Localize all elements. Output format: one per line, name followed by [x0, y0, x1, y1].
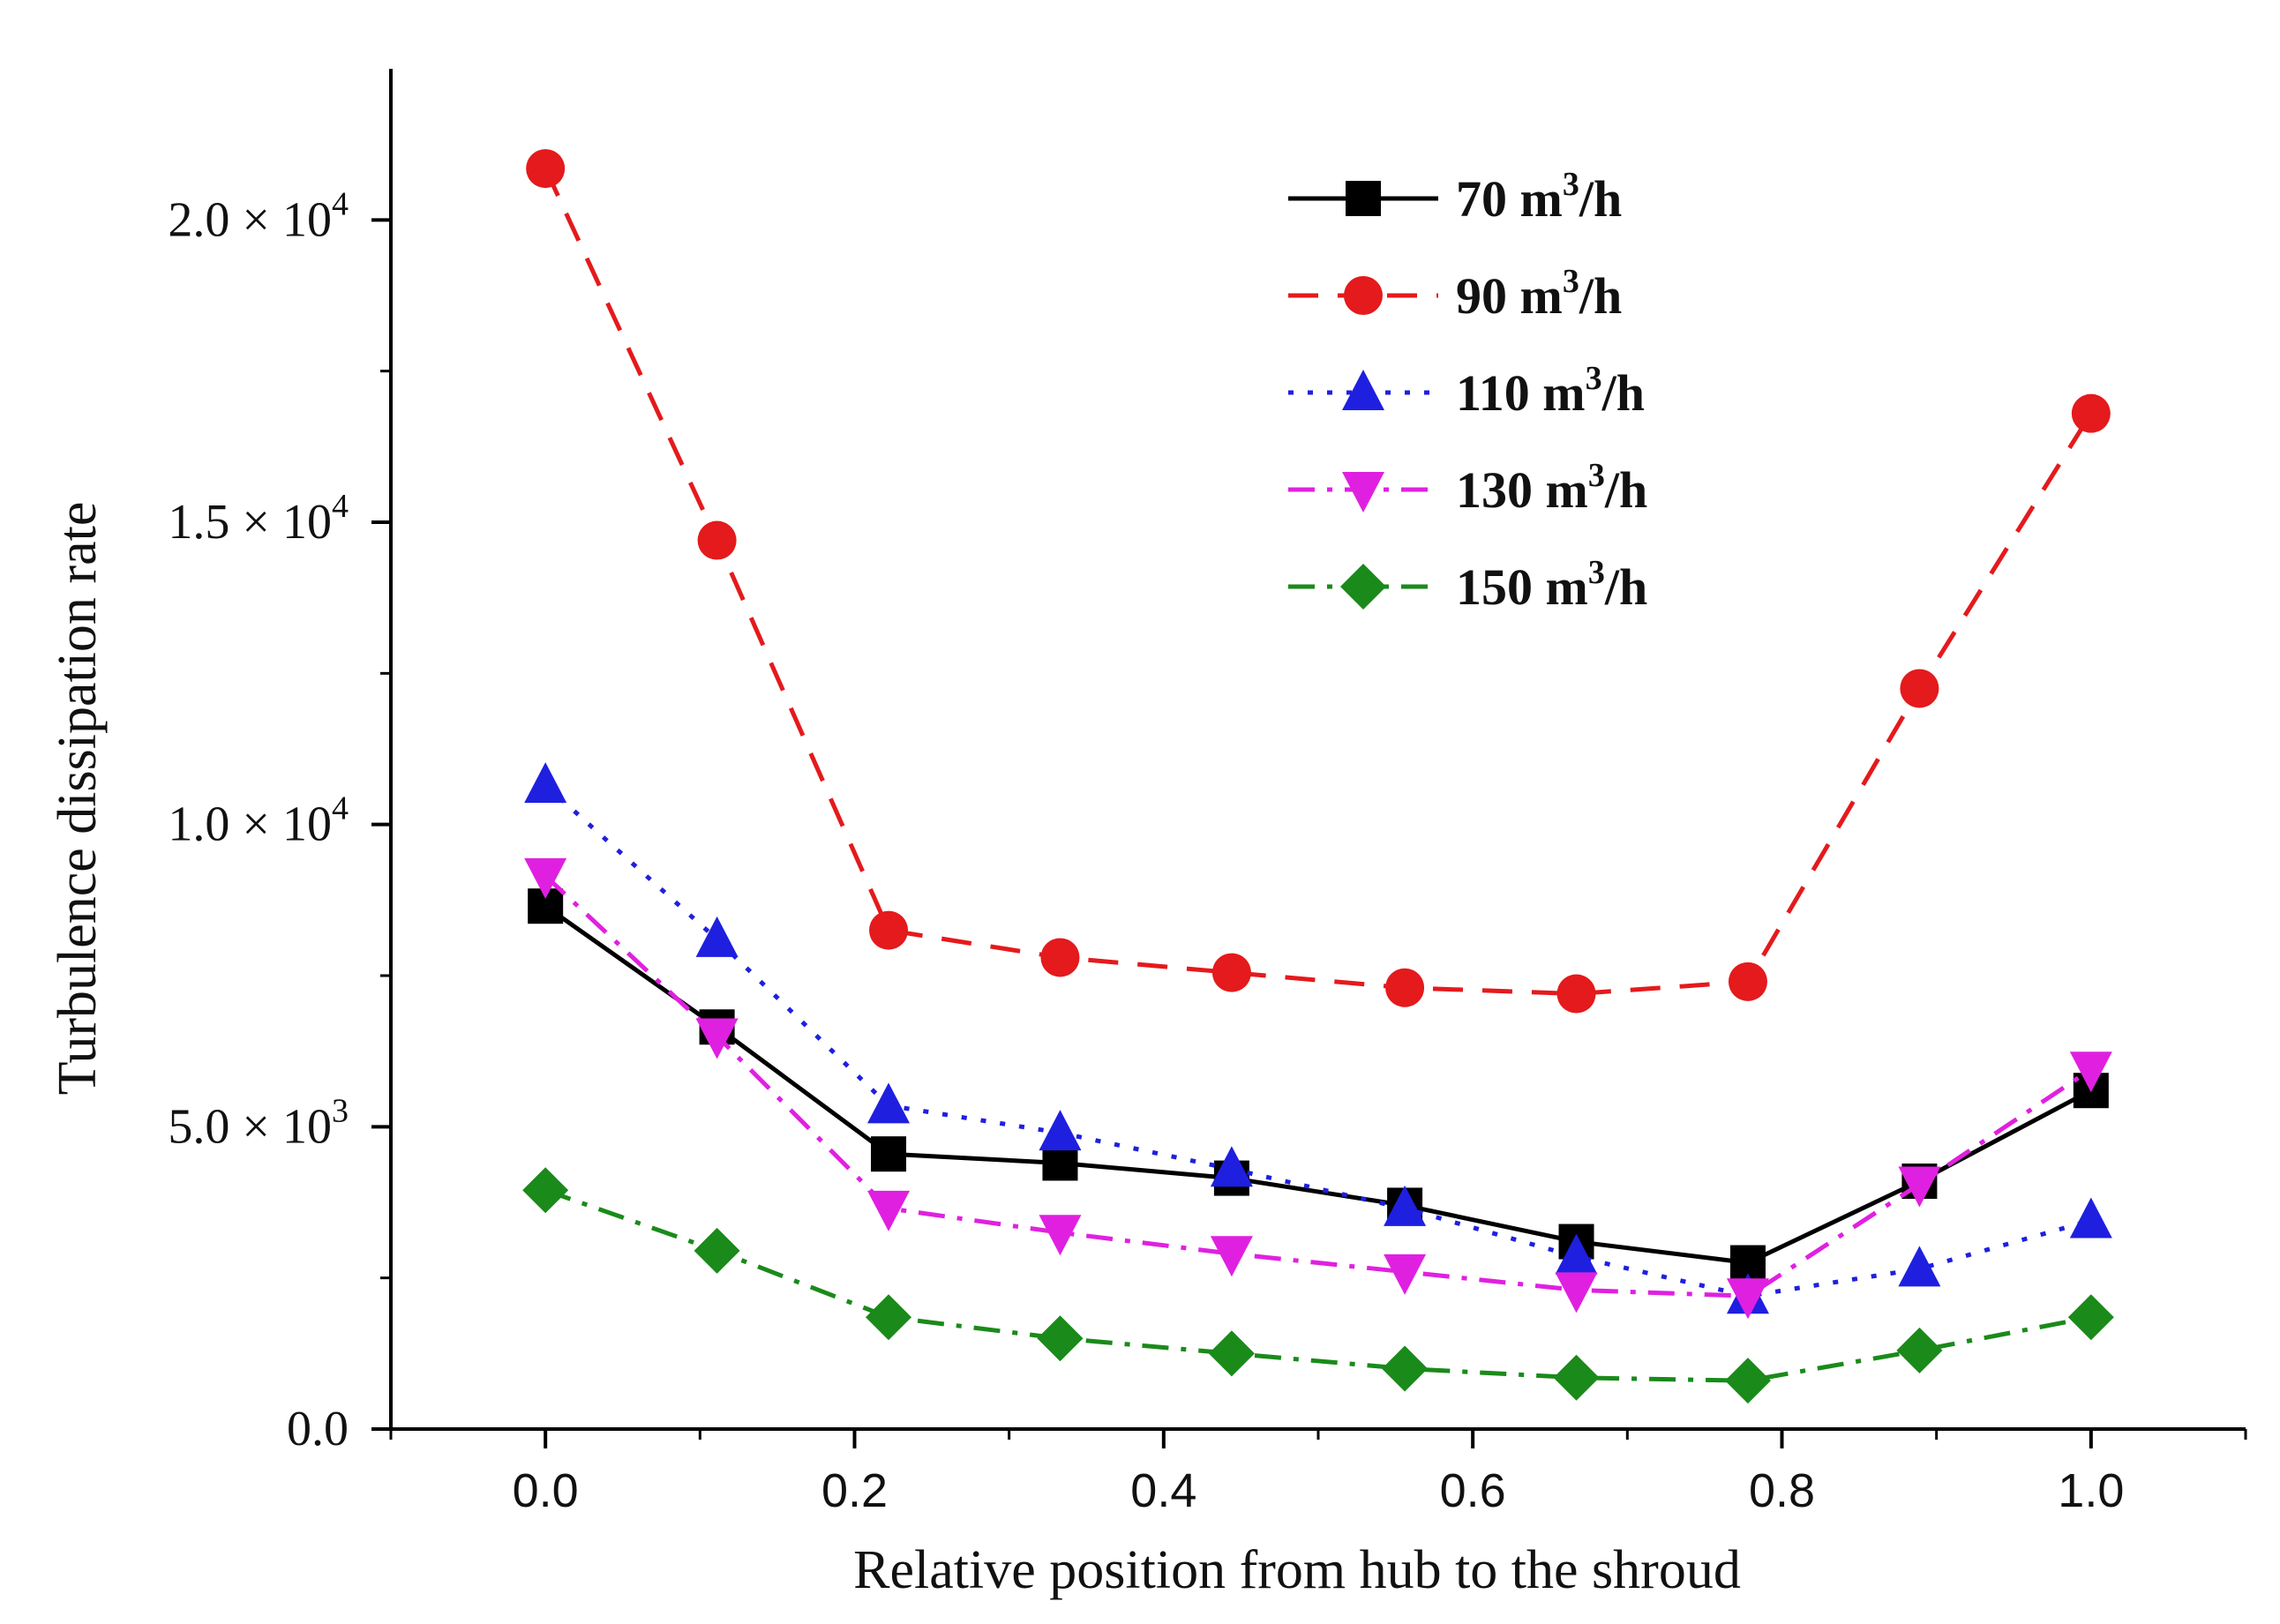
data-point [1208, 1330, 1255, 1377]
data-point [2071, 393, 2111, 433]
x-tick-label: 0.0 [513, 1464, 579, 1517]
data-point [1385, 968, 1425, 1007]
data-point [1555, 1272, 1598, 1313]
data-point [697, 520, 737, 560]
data-point [867, 1082, 911, 1124]
data-point [867, 1190, 911, 1231]
x-axis-title: Relative position from hub to the shroud [853, 1540, 1741, 1600]
y-tick-label: 1.0 × 104 [168, 790, 349, 852]
x-tick-label: 0.6 [1440, 1464, 1506, 1517]
data-point [1556, 974, 1596, 1014]
data-point [2067, 1294, 2114, 1341]
data-point [1042, 1145, 1078, 1181]
data-point [1039, 1215, 1082, 1256]
data-point [1384, 1185, 1427, 1226]
y-tick-label: 0.0 [287, 1402, 349, 1456]
data-point [1726, 1278, 1769, 1320]
legend: 70 m3/h 90 m3/h 110 m3/h 130 m3/h 150 m3/h [1288, 166, 1647, 616]
legend-item-0: 70 m3/h [1288, 166, 1622, 228]
data-point [1898, 1166, 1941, 1208]
axes: 0.0 0.2 0.4 0.6 0.8 1.0 0.0 5.0 × 103 1.0 × 104 1… [168, 69, 2247, 1517]
series-line [544, 874, 2093, 1298]
series-line [544, 1187, 2092, 1383]
series-4 [522, 1167, 2114, 1404]
data-point [2069, 1051, 2112, 1093]
legend-label: 130 m3/h [1456, 457, 1647, 519]
data-point [1210, 1236, 1253, 1277]
legend-item-2: 110 m3/h [1288, 360, 1645, 422]
legend-item-3: 130 m3/h [1288, 457, 1647, 519]
series-group [522, 149, 2114, 1404]
legend-marker [1342, 472, 1384, 513]
data-point [694, 1227, 740, 1274]
legend-label: 90 m3/h [1456, 263, 1622, 325]
data-point [1728, 962, 1767, 1001]
x-tick-label: 1.0 [2058, 1464, 2124, 1517]
data-point [524, 762, 567, 804]
series-line [543, 168, 2093, 997]
series-1 [526, 149, 2111, 1014]
data-point [1210, 1146, 1253, 1187]
data-point [1724, 1358, 1771, 1404]
data-point [1211, 953, 1251, 992]
x-tick-label: 0.2 [821, 1464, 888, 1517]
legend-marker [1346, 181, 1381, 216]
y-tick-label: 5.0 × 103 [168, 1092, 349, 1154]
data-point [524, 857, 567, 899]
x-tick-label: 0.4 [1130, 1464, 1196, 1517]
data-point [2069, 1197, 2112, 1239]
legend-label: 70 m3/h [1456, 166, 1622, 228]
y-tick-label: 2.0 × 104 [168, 185, 349, 247]
data-point [522, 1167, 569, 1214]
legend-marker [1344, 276, 1383, 315]
data-point [1384, 1254, 1427, 1295]
data-point [1898, 1246, 1941, 1287]
legend-marker [1342, 370, 1384, 410]
series-3 [524, 857, 2112, 1320]
legend-item-1: 90 m3/h [1288, 263, 1622, 325]
series-line [544, 783, 2092, 1298]
data-point [1039, 1110, 1082, 1151]
x-tick-label: 0.8 [1749, 1464, 1815, 1517]
data-point [1037, 1315, 1084, 1362]
y-axis-title: Turbulence dissipation rate [48, 502, 108, 1096]
data-point [1896, 1327, 1943, 1373]
legend-label: 150 m3/h [1456, 554, 1647, 616]
legend-label: 110 m3/h [1456, 360, 1645, 422]
series-2 [524, 762, 2112, 1314]
data-point [866, 1294, 912, 1341]
data-point [1555, 1233, 1598, 1275]
data-point [695, 1018, 739, 1059]
data-point [1900, 669, 1939, 708]
data-point [526, 149, 566, 189]
legend-item-4: 150 m3/h [1288, 554, 1647, 616]
data-point [871, 1136, 907, 1172]
data-point [1553, 1354, 1600, 1401]
data-point [1040, 938, 1080, 977]
y-tick-label: 1.5 × 104 [168, 488, 349, 550]
legend-marker [1340, 564, 1386, 610]
data-point [695, 916, 739, 957]
data-point [869, 910, 909, 950]
series-line [544, 904, 2093, 1266]
data-point [1382, 1345, 1429, 1392]
